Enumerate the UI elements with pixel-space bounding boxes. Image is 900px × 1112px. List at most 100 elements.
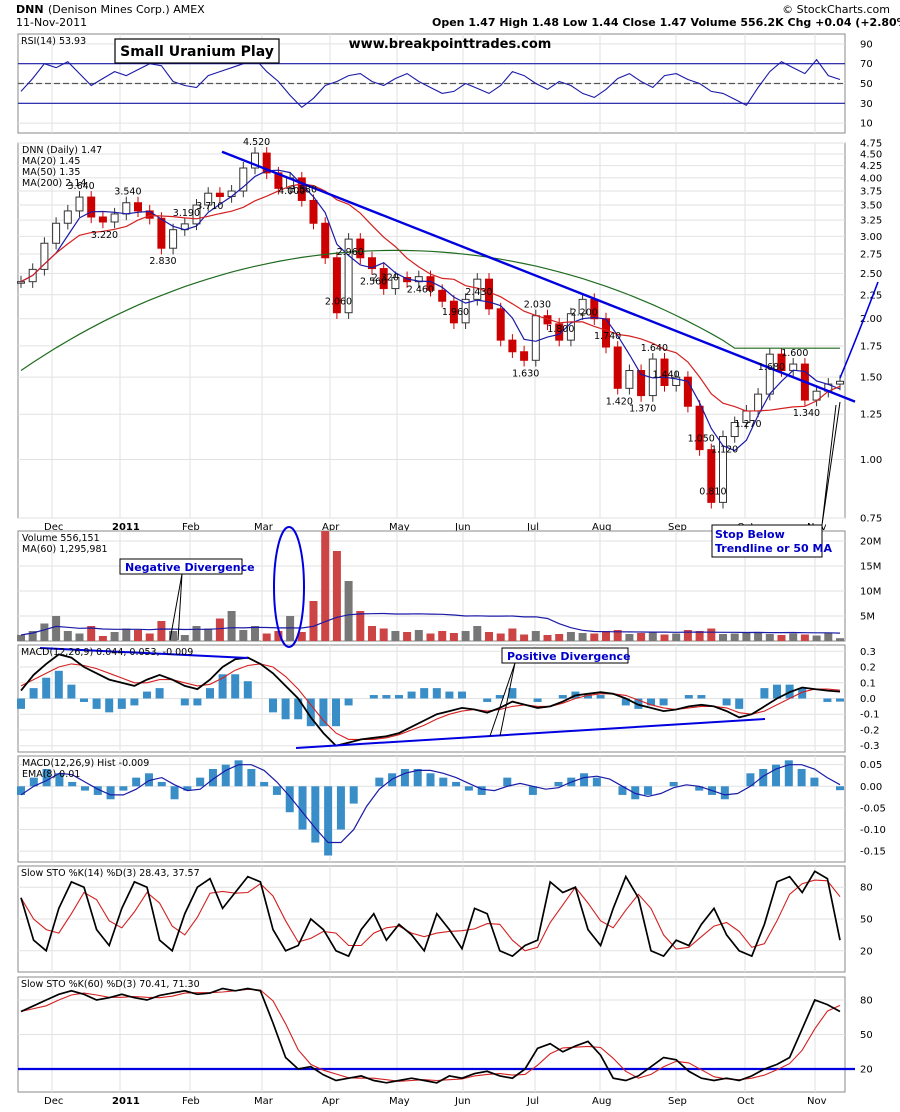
- stop-note-pointer: [821, 401, 841, 526]
- price-data-label: 1.600: [781, 348, 808, 359]
- price-ytick-15: 4.50: [860, 149, 882, 160]
- price-ytick-3: 1.50: [860, 373, 882, 384]
- volume-bar: [297, 632, 306, 641]
- sto14-legend: Slow STO %K(14) %D(3) 28.43, 37.57: [21, 868, 200, 879]
- hist-frame: [17, 755, 846, 863]
- volume-spike-circle: [273, 526, 305, 648]
- macd-histogram-bar: [823, 698, 832, 702]
- price-ytick-9: 3.00: [860, 232, 882, 243]
- price-xlabel-2: Feb: [182, 522, 200, 533]
- candle: [169, 229, 178, 249]
- hist-bar: [324, 786, 333, 856]
- bottom-xlabel-4: Apr: [322, 1096, 340, 1107]
- pos-divergence-box: [501, 647, 629, 664]
- hist-bar: [336, 786, 345, 830]
- volume-bar: [332, 551, 341, 641]
- hist-bar: [836, 786, 844, 791]
- vol-ytick-3: 20M: [860, 537, 881, 548]
- volume-bar: [508, 628, 517, 641]
- candle: [297, 177, 306, 201]
- hist-bar: [106, 786, 115, 800]
- candle: [449, 300, 458, 324]
- candle: [730, 422, 739, 438]
- candle: [461, 298, 470, 324]
- hist-bar: [234, 760, 243, 787]
- volume-bar: [812, 635, 821, 641]
- candle: [508, 339, 517, 353]
- price-panel: 0.75 1.00 1.25 1.50 1.75 2.00 2.25 2.50 2.75 3.00…: [17, 137, 882, 533]
- price-legend-1: MA(20) 1.45: [22, 156, 80, 167]
- macd-histogram-bar: [281, 698, 290, 720]
- macd-histogram-bar: [735, 698, 744, 709]
- volume-bar: [590, 633, 599, 641]
- volume-bar: [134, 630, 142, 641]
- sto60-k-line: [20, 987, 841, 1084]
- volume-bar: [63, 631, 72, 641]
- volume-bar: [426, 633, 435, 641]
- candle: [836, 380, 844, 385]
- macd-histogram-bar: [558, 695, 567, 699]
- volume-bar: [192, 626, 201, 641]
- price-data-label: 1.270: [734, 419, 761, 430]
- candle: [555, 323, 564, 341]
- volume-bar: [543, 635, 552, 641]
- volume-bar: [251, 626, 259, 641]
- sto14-k-line: [20, 870, 841, 958]
- price-data-label: 3.540: [114, 187, 141, 198]
- macd-histogram-bar: [697, 695, 706, 699]
- macd-histogram-bar: [684, 695, 693, 699]
- volume-bar: [28, 631, 37, 641]
- hist-bar: [797, 768, 806, 787]
- macd-histogram-bar: [596, 695, 605, 699]
- volume-bar: [215, 618, 224, 641]
- volume-bar: [449, 633, 458, 641]
- price-xlabel-8: Aug: [592, 522, 612, 533]
- volume-bar: [695, 631, 704, 641]
- sto14-d-line: [20, 879, 841, 952]
- breakout-projection: [839, 281, 879, 379]
- macd-histogram-bar: [294, 698, 303, 720]
- sto60-ytick-0: 20: [860, 1065, 873, 1076]
- price-data-label: 0.810: [699, 486, 726, 497]
- neg-divergence-pointer: [169, 573, 183, 641]
- macd-histogram-bar: [42, 677, 51, 699]
- price-data-label: 1.630: [512, 368, 539, 379]
- price-data-label: 1.440: [653, 369, 680, 380]
- hist-bar: [554, 781, 563, 787]
- rsi-ytick-2: 50: [860, 79, 873, 90]
- volume-bar: [122, 628, 131, 641]
- volume-bar: [204, 628, 213, 641]
- macd-histogram-bar: [306, 698, 315, 727]
- volume-bar: [180, 635, 189, 641]
- price-data-label: 3.190: [173, 208, 200, 219]
- hist-bar: [157, 781, 166, 787]
- price-xlabel-6: Jun: [454, 522, 471, 533]
- price-ytick-11: 3.50: [860, 201, 882, 212]
- candle: [707, 449, 716, 503]
- candle: [391, 277, 400, 290]
- macd-ytick-1: -0.2: [860, 725, 880, 736]
- macd-histogram-bar: [798, 688, 807, 699]
- hist-bar: [170, 786, 179, 800]
- macd-histogram-bar: [432, 688, 441, 699]
- vol-legend-1: MA(60) 1,295,981: [22, 544, 108, 555]
- website-text: www.breakpointtrades.com: [349, 37, 552, 52]
- price-data-label: 1.370: [629, 404, 656, 415]
- macd-histogram-bar: [155, 688, 164, 699]
- candle: [251, 152, 259, 169]
- hist-bar: [618, 786, 627, 795]
- macd-histogram-bar: [458, 691, 466, 699]
- candle: [356, 238, 365, 259]
- volume-bar: [555, 634, 564, 641]
- hist-bar: [772, 764, 781, 787]
- price-ytick-8: 2.75: [860, 250, 882, 261]
- hist-legend-0: MACD(12,26,9) Hist -0.009: [22, 758, 149, 769]
- price-data-label: 2.320: [372, 273, 399, 284]
- rsi-ytick-4: 90: [860, 39, 873, 50]
- macd-line: [20, 653, 841, 747]
- candle: [134, 202, 142, 212]
- sto60-legend: Slow STO %K(60) %D(3) 70.41, 71.30: [21, 979, 200, 990]
- candle: [520, 351, 529, 361]
- sto14-ytick-0: 20: [860, 946, 873, 957]
- hist-bar: [55, 773, 64, 787]
